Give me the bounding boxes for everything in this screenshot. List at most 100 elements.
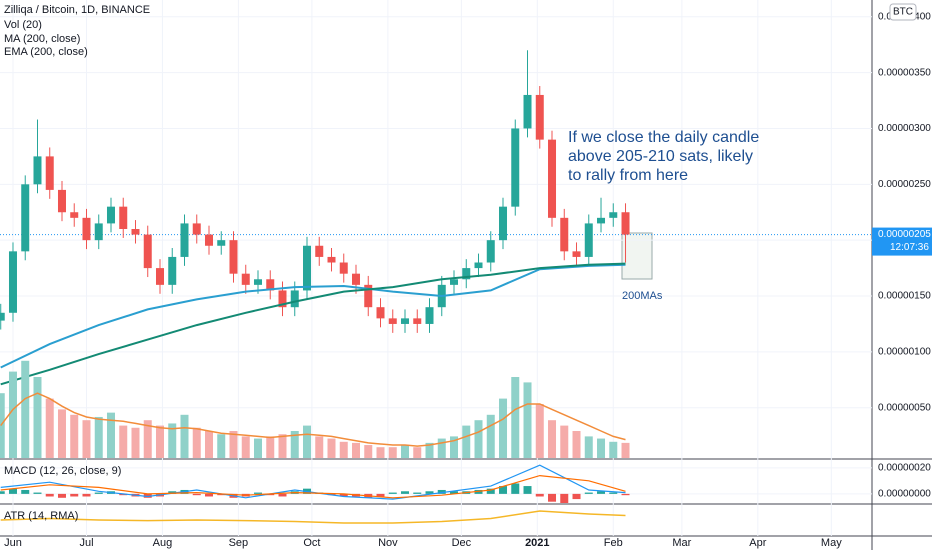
candle-body xyxy=(425,307,434,324)
annotation-text: 200MAs xyxy=(622,290,663,302)
candle-body xyxy=(511,128,520,207)
x-tick-label: Jun xyxy=(4,537,22,549)
macd-histogram-bar xyxy=(609,492,618,494)
volume-bar xyxy=(241,436,250,458)
volume-bar xyxy=(474,420,483,458)
macd-histogram-bar xyxy=(450,491,459,494)
macd-histogram-bar xyxy=(425,491,434,494)
candle-body xyxy=(364,284,373,308)
macd-histogram-bar xyxy=(572,493,581,500)
volume-bar xyxy=(119,425,128,458)
x-tick-label: 2021 xyxy=(525,537,549,549)
candle-body xyxy=(180,223,189,257)
candle-body xyxy=(352,273,361,285)
candle-body xyxy=(119,206,128,229)
volume-bar xyxy=(376,447,385,458)
volume-bar xyxy=(131,427,140,458)
macd-histogram-bar xyxy=(548,493,557,502)
volume-bar xyxy=(548,420,557,458)
macd-histogram-bar xyxy=(168,491,177,494)
volume-bar xyxy=(143,420,152,458)
y-tick-label: 0.00000050 xyxy=(878,402,931,413)
volume-bar xyxy=(609,441,618,458)
candle-body xyxy=(241,273,250,285)
candle-body xyxy=(388,318,397,324)
x-tick-label: Dec xyxy=(452,537,472,549)
candle-body xyxy=(327,256,336,263)
candle-body xyxy=(33,156,42,185)
x-tick-label: Sep xyxy=(229,537,249,549)
indicator-label: Vol (20) xyxy=(4,19,42,31)
volume-bar xyxy=(511,377,520,458)
volume-bar xyxy=(413,447,422,458)
candle-body xyxy=(609,212,618,218)
candle-body xyxy=(401,318,410,324)
x-tick-label: Jul xyxy=(79,537,93,549)
volume-bar xyxy=(523,382,532,458)
candle-body xyxy=(94,223,103,241)
volume-bar xyxy=(315,436,324,458)
candle-body xyxy=(217,240,226,246)
volume-bar xyxy=(0,393,5,458)
x-tick-label: Feb xyxy=(604,537,623,549)
volume-bar xyxy=(388,447,397,458)
macd-histogram-bar xyxy=(597,491,606,494)
macd-histogram-bar xyxy=(560,493,569,503)
volume-bar xyxy=(572,431,581,458)
candle-body xyxy=(474,262,483,269)
currency-badge[interactable] xyxy=(889,3,917,21)
volume-bar xyxy=(168,423,177,458)
candle-body xyxy=(339,262,348,274)
candle-body xyxy=(266,279,275,291)
candle-body xyxy=(523,94,532,129)
candle-body xyxy=(106,206,115,224)
macd-histogram-bar xyxy=(266,493,275,496)
macd-histogram-bar xyxy=(82,493,91,497)
macd-histogram-bar xyxy=(8,488,17,494)
macd-histogram-bar xyxy=(33,492,42,494)
candle-body xyxy=(278,290,287,308)
indicator-label: MACD (12, 26, close, 9) xyxy=(4,465,121,477)
x-tick-label: Apr xyxy=(749,537,766,549)
atr-line xyxy=(0,510,626,524)
candle-body xyxy=(462,268,471,280)
macd-histogram-bar xyxy=(401,491,410,494)
volume-bar xyxy=(217,434,226,458)
candle-body xyxy=(155,268,164,285)
candle-body xyxy=(621,212,630,235)
signal-line xyxy=(0,474,626,499)
x-tick-label: Oct xyxy=(303,537,320,549)
volume-bar xyxy=(584,436,593,458)
last-price-tag xyxy=(872,227,932,256)
volume-bar xyxy=(401,445,410,458)
candle-body xyxy=(131,229,140,235)
macd-histogram-bar xyxy=(204,493,213,497)
x-tick-label: Nov xyxy=(378,537,398,549)
macd-histogram-bar xyxy=(621,493,630,496)
volume-bar xyxy=(155,425,164,458)
volume-bar xyxy=(364,445,373,458)
macd-histogram-bar xyxy=(21,489,30,494)
volume-bar xyxy=(70,414,79,458)
volume-bar xyxy=(106,412,115,458)
volume-bar xyxy=(180,414,189,458)
macd-histogram-bar xyxy=(376,493,385,497)
x-tick-label: May xyxy=(821,537,842,549)
macd-histogram-bar xyxy=(0,491,5,494)
legend-entry: EMA (200, close) xyxy=(4,46,88,58)
volume-bar xyxy=(192,427,201,458)
macd-histogram-bar xyxy=(486,488,495,494)
macd-histogram-bar xyxy=(339,493,348,497)
currency-label: BTC xyxy=(893,7,913,18)
macd-histogram-bar xyxy=(413,492,422,494)
candle-body xyxy=(204,234,213,246)
macd-histogram-bar xyxy=(94,492,103,494)
macd-histogram-bar xyxy=(523,486,532,494)
volume-bar xyxy=(45,398,54,458)
volume-bar xyxy=(303,425,312,458)
macd-histogram-bar xyxy=(499,486,508,494)
volume-bar xyxy=(352,442,361,458)
volume-bar xyxy=(204,431,213,458)
candle-body xyxy=(560,217,569,252)
candle-body xyxy=(303,245,312,291)
